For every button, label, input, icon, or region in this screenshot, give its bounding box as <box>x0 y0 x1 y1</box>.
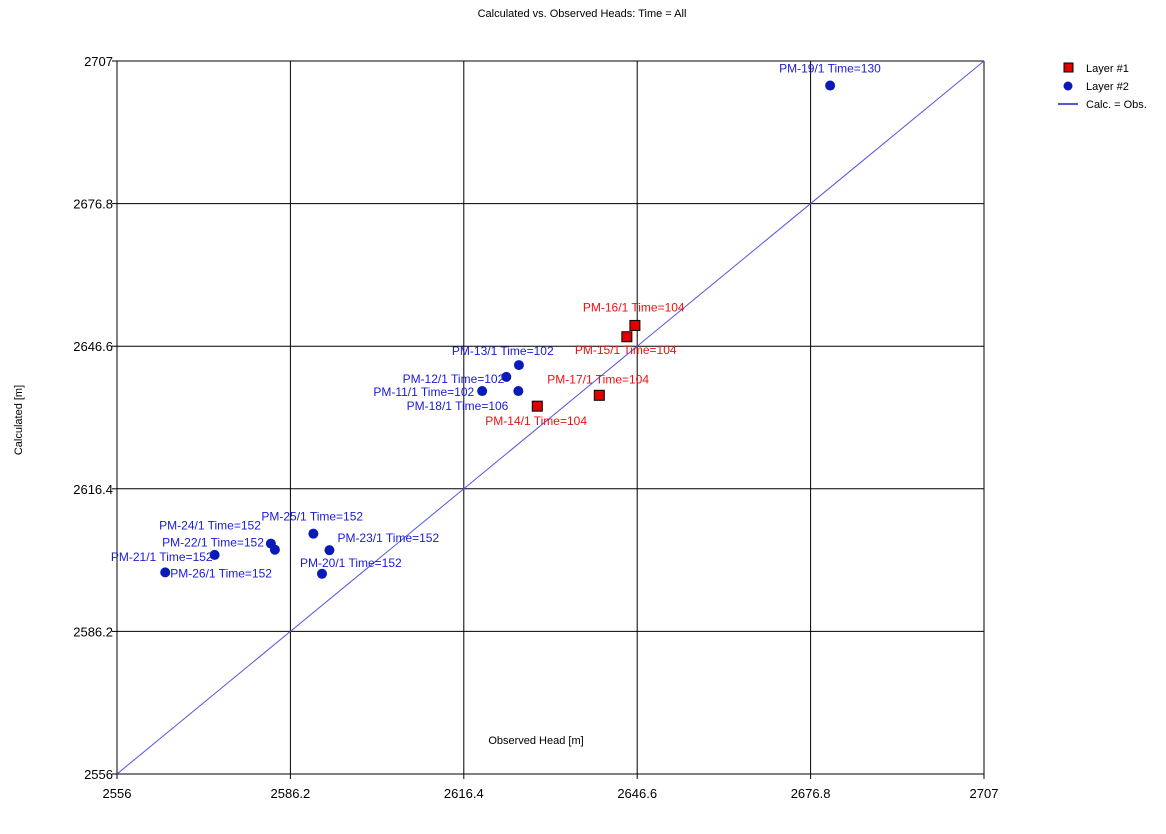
y-tick-label: 2676.8 <box>73 197 113 212</box>
x-tick-label: 2586.2 <box>271 786 311 801</box>
point-pm-15-1-marker <box>621 331 633 343</box>
y-tick-label: 2646.6 <box>73 339 113 354</box>
point-pm-12-1-label: PM-12/1 Time=102 <box>403 372 505 386</box>
x-tick-label: 2646.6 <box>617 786 657 801</box>
point-pm-14-1-marker <box>531 400 543 412</box>
point-pm-11-1-label: PM-11/1 Time=102 <box>373 385 474 399</box>
legend-label: Layer #2 <box>1086 81 1129 93</box>
point-pm-18-1-label: PM-18/1 Time=106 <box>407 399 509 413</box>
point-pm-25-1-label: PM-25/1 Time=152 <box>261 510 363 524</box>
point-pm-11-1-marker <box>477 386 488 397</box>
legend-label: Layer #1 <box>1086 63 1129 75</box>
x-tick-label: 2556 <box>103 786 132 801</box>
chart-title: Calculated vs. Observed Heads: Time = Al… <box>478 8 687 20</box>
grid <box>116 60 985 775</box>
point-pm-21-1-marker <box>209 549 220 560</box>
legend-marker-square <box>1063 62 1074 73</box>
calc-equals-obs-line <box>116 60 985 775</box>
point-pm-20-1-label: PM-20/1 Time=152 <box>300 556 402 570</box>
point-pm-24-1-label: PM-24/1 Time=152 <box>159 519 261 533</box>
data-marks: PM-16/1 Time=104 PM-15/1 Time=104 PM-17/1 … <box>111 62 881 581</box>
point-pm-13-1-marker <box>513 360 524 371</box>
y-tick-label: 2556 <box>84 767 113 782</box>
legend-label: Calc. = Obs. <box>1086 99 1147 111</box>
y-tick-label: 2616.4 <box>73 482 113 497</box>
point-pm-23-1-marker <box>324 545 335 556</box>
point-pm-14-1-label: PM-14/1 Time=104 <box>485 414 587 428</box>
point-pm-25-1-marker <box>308 528 319 539</box>
y-tick-label: 2707 <box>84 54 113 69</box>
x-tick-label: 2676.8 <box>791 786 831 801</box>
point-pm-12-1-marker <box>501 371 512 382</box>
point-pm-15-1-label: PM-15/1 Time=104 <box>575 343 677 357</box>
point-pm-16-1-label: PM-16/1 Time=104 <box>583 300 685 314</box>
legend: Layer #1 Layer #2 Calc. = Obs. <box>1058 62 1147 111</box>
x-tick-label: 2616.4 <box>444 786 484 801</box>
y-tick-label: 2586.2 <box>73 624 113 639</box>
point-pm-23-1-label: PM-23/1 Time=152 <box>337 531 439 545</box>
point-pm-22-1-marker <box>269 544 280 555</box>
point-pm-13-1-label: PM-13/1 Time=102 <box>452 344 554 358</box>
point-pm-16-1-marker <box>629 319 641 331</box>
point-pm-17-1-marker <box>593 389 605 401</box>
point-pm-21-1-label: PM-21/1 Time=152 <box>111 550 213 564</box>
point-pm-22-1-label: PM-22/1 Time=152 <box>162 536 264 550</box>
y-axis-label: Calculated [m] <box>13 385 25 455</box>
point-pm-26-1-label: PM-26/1 Time=152 <box>170 566 272 580</box>
x-tick-label: 2707 <box>970 786 999 801</box>
point-pm-18-1-marker <box>513 386 524 397</box>
axes: 2556 2556 2586.2 2586.2 2616.4 2616.4 2646.6 26… <box>73 54 998 801</box>
point-pm-17-1-label: PM-17/1 Time=104 <box>547 372 649 386</box>
point-pm-19-1-marker <box>825 80 836 91</box>
point-pm-19-1-label: PM-19/1 Time=130 <box>779 62 881 76</box>
x-axis-label: Observed Head [m] <box>488 735 583 747</box>
point-pm-20-1-marker <box>316 568 327 579</box>
point-pm-26-1-marker <box>160 567 171 578</box>
legend-marker-circle <box>1063 81 1073 91</box>
